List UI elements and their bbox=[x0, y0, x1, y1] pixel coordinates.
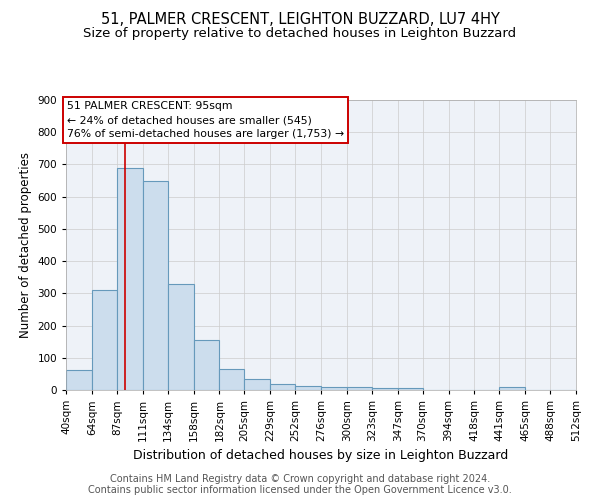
Text: Contains HM Land Registry data © Crown copyright and database right 2024.: Contains HM Land Registry data © Crown c… bbox=[110, 474, 490, 484]
Bar bbox=[117, 168, 143, 390]
Bar bbox=[295, 386, 321, 390]
Text: Contains public sector information licensed under the Open Government Licence v3: Contains public sector information licen… bbox=[88, 485, 512, 495]
Bar bbox=[321, 388, 347, 390]
X-axis label: Distribution of detached houses by size in Leighton Buzzard: Distribution of detached houses by size … bbox=[133, 450, 509, 462]
Bar bbox=[372, 388, 398, 390]
Y-axis label: Number of detached properties: Number of detached properties bbox=[19, 152, 32, 338]
Bar bbox=[244, 378, 270, 390]
Text: 51 PALMER CRESCENT: 95sqm
← 24% of detached houses are smaller (545)
76% of semi: 51 PALMER CRESCENT: 95sqm ← 24% of detac… bbox=[67, 100, 344, 140]
Bar bbox=[347, 388, 372, 390]
Text: 51, PALMER CRESCENT, LEIGHTON BUZZARD, LU7 4HY: 51, PALMER CRESCENT, LEIGHTON BUZZARD, L… bbox=[101, 12, 499, 28]
Bar bbox=[220, 369, 244, 390]
Text: Size of property relative to detached houses in Leighton Buzzard: Size of property relative to detached ho… bbox=[83, 28, 517, 40]
Bar bbox=[270, 384, 295, 390]
Bar bbox=[66, 370, 92, 390]
Bar bbox=[398, 388, 422, 390]
Bar bbox=[193, 340, 220, 390]
Bar bbox=[92, 290, 117, 390]
Bar bbox=[143, 180, 167, 390]
Bar bbox=[167, 284, 193, 390]
Bar bbox=[499, 388, 525, 390]
